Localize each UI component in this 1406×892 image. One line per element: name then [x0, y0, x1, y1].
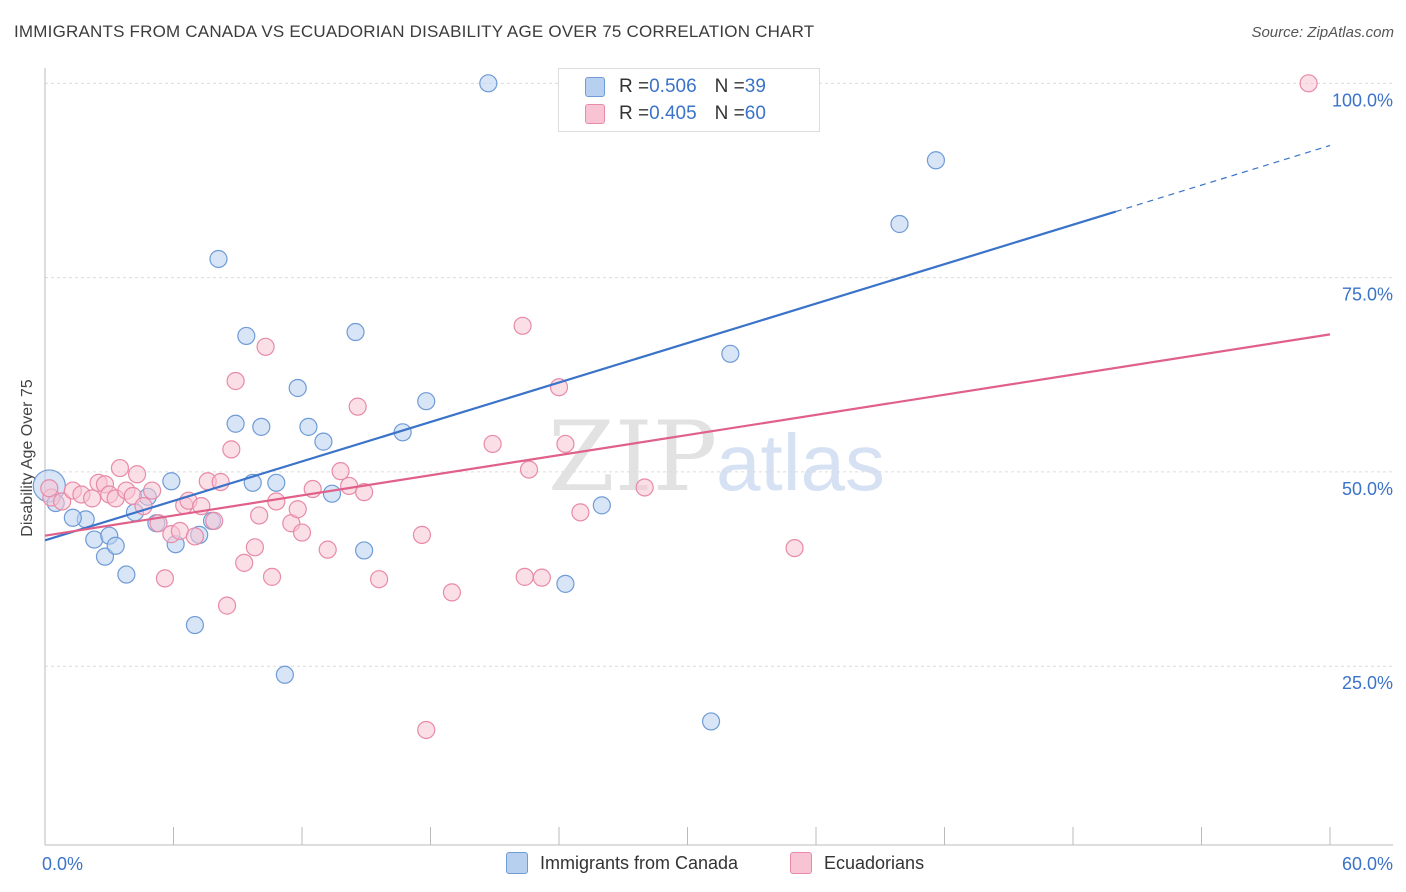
canada-point [556, 574, 575, 593]
ecuador-point [185, 527, 205, 546]
canada-point [275, 665, 294, 684]
ecuador-point [155, 569, 175, 588]
ecuador-point [110, 458, 130, 478]
legend-row-canada: R = 0.506 N = 39 [585, 75, 766, 99]
ecuador-point [256, 337, 275, 356]
ecuador-point [235, 553, 254, 572]
canada-point [209, 249, 228, 269]
canada-trend-line [44, 210, 1117, 542]
canada-point [479, 74, 498, 93]
canada-point [267, 473, 286, 492]
ecuador-n-label: N = [714, 103, 745, 124]
canada-point [346, 322, 365, 342]
canada-point [299, 417, 318, 436]
canada-n-value: 39 [744, 76, 766, 97]
ecuador-point [442, 583, 462, 602]
ecuador-r-label: R = [619, 103, 650, 124]
y-tick-label: 50.0% [1342, 479, 1393, 499]
ecuador-point [250, 506, 269, 525]
stats-legend: R = 0.506 N = 39 R = 0.405 N = 60 [558, 68, 820, 132]
ecuador-point [1299, 74, 1318, 93]
ecuador-point [515, 567, 534, 586]
ecuador-point [205, 511, 224, 530]
canada-point [288, 378, 307, 398]
ecuador-n-value: 60 [744, 103, 766, 124]
canada-point [417, 392, 436, 411]
canada-point [185, 615, 205, 635]
ecuador-legend-swatch [790, 852, 812, 874]
ecuador-point [83, 489, 102, 508]
canada-point [890, 214, 909, 234]
legend-row-ecuador: R = 0.405 N = 60 [585, 102, 766, 126]
chart-title: IMMIGRANTS FROM CANADA VS ECUADORIAN DIS… [14, 22, 815, 41]
series-legend: Immigrants from Canada Ecuadorians [0, 852, 1406, 878]
ecuador-trend-line [44, 333, 1331, 537]
canada-point [926, 151, 946, 170]
canada-point [322, 484, 342, 503]
x-tick-label-min: 0.0% [42, 854, 83, 874]
ecuador-point [355, 483, 374, 502]
ecuador-legend-label: Ecuadorians [824, 852, 925, 873]
canada-point [355, 541, 374, 560]
ecuador-point [412, 525, 432, 544]
canada-point [117, 565, 136, 584]
canada-point [106, 536, 125, 555]
x-tick-label-max: 60.0% [1342, 854, 1393, 874]
ecuador-point [245, 538, 264, 557]
y-tick-label: 75.0% [1342, 285, 1393, 305]
ecuador-point [222, 440, 241, 459]
canada-r-label: R = [619, 76, 650, 97]
canada-point [63, 508, 82, 527]
canada-legend-swatch [506, 852, 528, 874]
ecuador-r-value: 0.405 [649, 103, 697, 124]
ecuador-point [142, 481, 162, 500]
canada-point [252, 417, 271, 436]
ecuador-point [417, 720, 436, 740]
ecuador-point [556, 434, 575, 454]
canada-trend-extension [1115, 144, 1331, 213]
canada-point [701, 712, 721, 731]
canada-point [226, 414, 245, 433]
ecuador-point [513, 316, 532, 335]
y-tick-label: 100.0% [1332, 90, 1393, 110]
ecuador-point [288, 500, 307, 519]
ecuador-point [262, 567, 282, 586]
ecuador-point [127, 465, 147, 484]
ecuador-point [348, 397, 367, 416]
ecuador-point [483, 434, 502, 454]
series-legend-canada: Immigrants from Canada [506, 852, 738, 874]
canada-point [85, 530, 104, 549]
ecuador-point [40, 479, 59, 498]
ecuador-point [519, 460, 539, 479]
canada-point [95, 547, 115, 566]
ecuador-point [318, 540, 337, 559]
ecuador-point [217, 596, 237, 615]
canada-legend-label: Immigrants from Canada [540, 852, 739, 873]
canada-point [721, 344, 740, 363]
ecuador-point [331, 462, 350, 481]
source-label: Source: ZipAtlas.com [1251, 24, 1394, 41]
ecuador-point [532, 568, 551, 587]
canada-r-value: 0.506 [649, 76, 697, 97]
ecuador-point [292, 523, 312, 542]
canada-point [592, 496, 611, 515]
ecuador-point [226, 371, 245, 391]
canada-point [162, 472, 181, 491]
ecuador-point [370, 570, 389, 589]
canada-swatch [585, 77, 605, 97]
canada-point [237, 326, 256, 346]
ecuador-point [571, 503, 590, 522]
ecuador-point [785, 538, 804, 558]
ecuador-point [53, 492, 72, 511]
y-tick-label: 25.0% [1342, 673, 1393, 693]
canada-n-label: N = [714, 76, 745, 97]
ecuador-swatch [585, 104, 605, 124]
watermark-zip: ZIP [548, 401, 717, 513]
canada-point [314, 432, 333, 451]
watermark-atlas: atlas [716, 418, 885, 507]
ecuador-point [635, 478, 654, 497]
series-legend-ecuador: Ecuadorians [790, 852, 924, 874]
ecuador-point [211, 472, 230, 492]
